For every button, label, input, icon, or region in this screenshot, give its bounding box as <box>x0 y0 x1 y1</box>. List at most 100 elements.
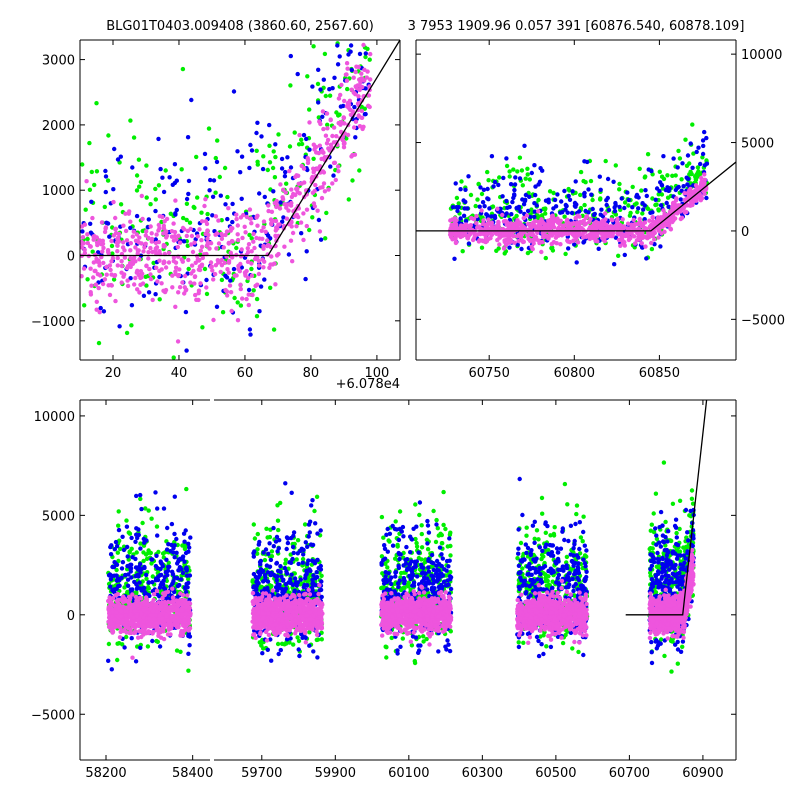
data-point <box>147 266 152 272</box>
data-point <box>344 61 350 66</box>
data-point <box>582 202 587 208</box>
data-point <box>250 292 255 298</box>
data-point <box>140 520 145 526</box>
data-point <box>597 174 602 179</box>
data-point <box>122 627 127 633</box>
data-point <box>116 527 122 533</box>
data-point <box>615 219 620 224</box>
data-point <box>133 275 138 281</box>
data-point <box>125 577 131 582</box>
data-point <box>179 608 184 613</box>
data-point <box>463 187 468 192</box>
data-point <box>318 528 323 533</box>
data-point <box>522 198 528 204</box>
data-point <box>141 558 146 564</box>
data-point <box>676 148 681 154</box>
data-point <box>211 178 217 183</box>
data-point <box>575 231 580 237</box>
data-point <box>551 190 556 196</box>
data-point <box>115 263 121 268</box>
data-point <box>140 228 145 234</box>
data-point <box>631 223 636 228</box>
data-point <box>288 577 293 582</box>
data-point <box>133 659 139 664</box>
data-point <box>134 270 139 275</box>
data-point <box>646 231 651 237</box>
data-point <box>90 249 95 254</box>
data-point <box>295 71 300 77</box>
data-point <box>242 224 247 229</box>
data-point <box>144 163 149 168</box>
data-point <box>456 205 461 210</box>
data-point <box>566 246 571 251</box>
data-point <box>203 219 209 224</box>
data-point <box>275 503 280 508</box>
data-point <box>185 135 191 140</box>
data-point <box>485 169 490 175</box>
data-point <box>288 560 294 565</box>
data-point <box>319 195 325 201</box>
data-point <box>279 166 285 171</box>
data-point <box>261 225 266 230</box>
data-point <box>128 219 133 224</box>
data-point <box>79 245 85 250</box>
data-point <box>311 156 316 161</box>
data-point <box>238 215 244 220</box>
data-point <box>186 600 192 605</box>
data-point <box>527 194 532 199</box>
data-point <box>694 198 699 203</box>
data-point <box>276 132 281 137</box>
data-point <box>282 174 288 179</box>
data-point <box>107 292 113 298</box>
data-point <box>570 189 575 194</box>
data-point <box>189 263 195 268</box>
data-point <box>142 601 147 607</box>
data-point <box>256 258 261 264</box>
data-point <box>527 177 532 182</box>
data-point <box>119 608 124 614</box>
data-point <box>318 121 323 127</box>
data-point <box>512 187 517 193</box>
data-point <box>180 592 186 598</box>
data-point <box>563 202 568 208</box>
data-point <box>128 612 133 617</box>
data-point <box>294 557 299 562</box>
data-point <box>255 282 260 287</box>
data-point <box>702 180 707 185</box>
top-left-scatter <box>79 41 373 360</box>
data-point <box>183 599 188 604</box>
data-point <box>357 124 363 129</box>
data-point <box>512 192 517 197</box>
data-point <box>273 539 279 544</box>
data-point <box>551 225 557 230</box>
data-point <box>507 169 512 174</box>
data-point <box>613 235 619 240</box>
data-point <box>193 260 198 265</box>
data-point <box>223 273 228 278</box>
data-point <box>341 103 346 109</box>
data-point <box>606 207 612 213</box>
data-point <box>247 232 252 238</box>
data-point <box>89 283 94 288</box>
data-point <box>702 172 707 177</box>
data-point <box>196 288 202 293</box>
data-point <box>230 239 235 244</box>
data-point <box>315 655 320 660</box>
data-point <box>239 265 244 270</box>
data-point <box>102 229 108 235</box>
data-point <box>665 173 670 178</box>
data-point <box>640 234 646 239</box>
data-point <box>331 140 337 145</box>
data-point <box>275 518 281 523</box>
data-point <box>123 228 129 234</box>
data-point <box>304 223 309 229</box>
data-point <box>337 54 342 59</box>
data-point <box>305 167 310 173</box>
data-point <box>320 185 325 190</box>
data-point <box>303 540 308 545</box>
data-point <box>254 255 260 260</box>
data-point <box>496 219 501 225</box>
data-point <box>307 147 312 152</box>
data-point <box>301 585 306 590</box>
data-point <box>256 271 262 277</box>
